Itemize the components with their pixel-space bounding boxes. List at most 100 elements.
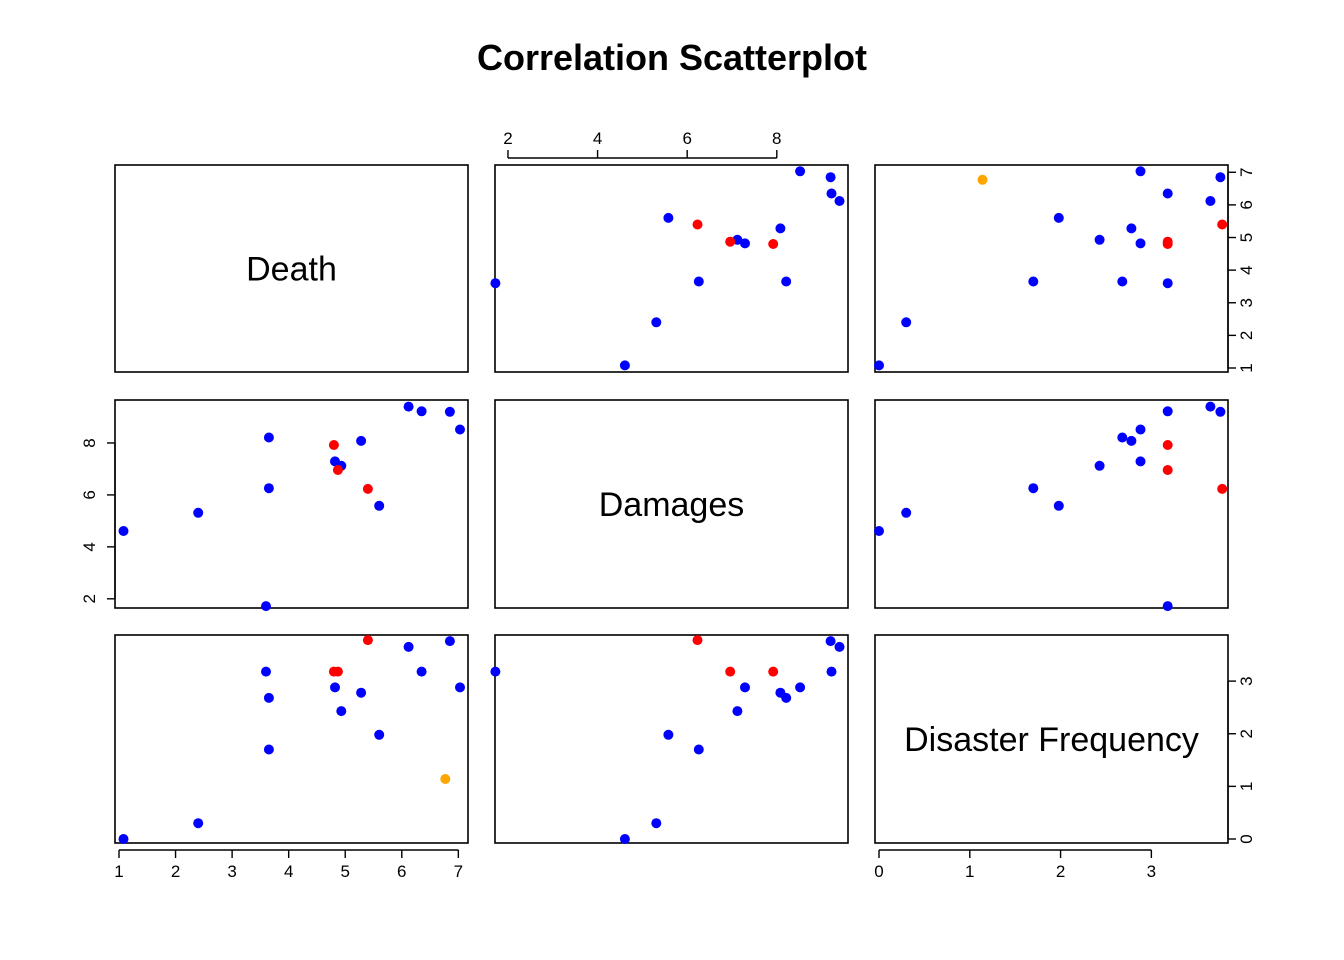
data-point-damages-vs-disaster-frequency — [725, 666, 736, 677]
data-point-disaster-frequency-vs-death — [1217, 219, 1228, 230]
y-tick-label: 2 — [1237, 729, 1256, 738]
data-point-death-vs-damages — [362, 483, 373, 494]
x-tick-label: 8 — [772, 129, 781, 148]
data-point-disaster-frequency-vs-damages — [1053, 500, 1064, 511]
y-tick-label: 3 — [1237, 298, 1256, 307]
data-point-damages-vs-disaster-frequency — [834, 641, 845, 652]
data-point-death-vs-disaster-frequency — [336, 706, 347, 717]
data-point-disaster-frequency-vs-damages — [1135, 424, 1146, 435]
y-tick-label: 5 — [1237, 233, 1256, 242]
data-point-death-vs-disaster-frequency — [193, 818, 204, 829]
data-point-damages-vs-disaster-frequency — [740, 682, 750, 693]
panel-disaster-frequency-vs-death — [114, 634, 469, 844]
data-point-death-vs-damages — [328, 440, 339, 450]
x-tick-label: 1 — [965, 862, 974, 881]
data-point-damages-vs-disaster-frequency — [619, 834, 630, 844]
data-point-disaster-frequency-vs-death — [1135, 238, 1146, 249]
data-point-death-vs-disaster-frequency — [440, 774, 451, 784]
data-point-death-vs-damages — [416, 406, 427, 417]
data-point-damages-vs-death — [781, 276, 792, 287]
data-point-disaster-frequency-vs-death — [1117, 276, 1128, 287]
data-point-disaster-frequency-vs-death — [1053, 212, 1064, 223]
data-point-damages-vs-disaster-frequency — [768, 666, 779, 677]
data-point-damages-vs-death — [775, 223, 786, 234]
data-point-disaster-frequency-vs-death — [1162, 188, 1173, 199]
x-tick-label: 4 — [284, 862, 293, 881]
y-tick-label: 4 — [80, 542, 99, 551]
data-point-death-vs-damages — [118, 526, 129, 536]
panel-damages-vs-death — [114, 399, 469, 609]
panels-layer: Death Damages Disaster Frequency — [114, 164, 1229, 844]
y-tick-label: 1 — [1237, 782, 1256, 791]
data-point-damages-vs-disaster-frequency — [795, 682, 806, 693]
panel-death-vs-damages — [494, 164, 849, 373]
x-tick-label: 0 — [874, 862, 883, 881]
panel-damages-vs-damages — [494, 399, 849, 609]
data-point-disaster-frequency-vs-damages — [1215, 406, 1226, 417]
data-point-disaster-frequency-vs-death — [1162, 278, 1173, 289]
x-tick-label: 7 — [454, 862, 463, 881]
diagonal-label-disaster-frequency: Disaster Frequency — [904, 721, 1199, 759]
data-point-disaster-frequency-vs-damages — [1117, 432, 1128, 443]
data-point-damages-vs-disaster-frequency — [692, 635, 703, 646]
x-tick-label: 2 — [503, 129, 512, 148]
data-point-disaster-frequency-vs-damages — [1217, 483, 1228, 494]
data-point-disaster-frequency-vs-death — [901, 317, 912, 328]
data-point-death-vs-damages — [403, 401, 414, 412]
data-point-damages-vs-death — [725, 236, 736, 247]
data-point-death-vs-disaster-frequency — [263, 744, 274, 755]
data-point-death-vs-damages — [444, 406, 455, 417]
data-point-disaster-frequency-vs-death — [874, 360, 884, 371]
y-tick-label: 6 — [1237, 200, 1256, 209]
panel-disaster-frequency-vs-damages — [494, 634, 849, 844]
data-point-damages-vs-disaster-frequency — [825, 636, 836, 647]
y-tick-label: 2 — [1237, 331, 1256, 340]
x-tick-label: 3 — [1147, 862, 1156, 881]
data-point-death-vs-damages — [455, 424, 465, 435]
data-point-damages-vs-disaster-frequency — [651, 818, 662, 829]
data-point-damages-vs-disaster-frequency — [693, 744, 704, 755]
data-point-damages-vs-death — [825, 172, 836, 183]
chart-title: Correlation Scatterplot — [477, 37, 867, 78]
y-tick-label: 8 — [80, 438, 99, 447]
data-point-disaster-frequency-vs-damages — [1094, 460, 1105, 471]
data-point-damages-vs-disaster-frequency — [490, 666, 501, 677]
data-point-disaster-frequency-vs-damages — [1135, 456, 1146, 467]
data-point-disaster-frequency-vs-damages — [901, 507, 912, 518]
data-point-disaster-frequency-vs-death — [1126, 223, 1137, 234]
data-point-death-vs-disaster-frequency — [374, 729, 385, 740]
data-point-death-vs-disaster-frequency — [362, 635, 373, 646]
y-tick-label: 6 — [80, 490, 99, 499]
data-point-damages-vs-death — [490, 278, 501, 289]
data-point-death-vs-disaster-frequency — [444, 636, 455, 647]
y-tick-label: 7 — [1237, 168, 1256, 177]
data-point-disaster-frequency-vs-damages — [1162, 406, 1173, 417]
data-point-death-vs-damages — [374, 500, 385, 511]
data-point-death-vs-disaster-frequency — [356, 687, 367, 698]
x-tick-label: 3 — [227, 862, 236, 881]
data-point-damages-vs-death — [692, 219, 703, 230]
data-point-disaster-frequency-vs-damages — [1162, 601, 1173, 612]
data-point-damages-vs-death — [768, 239, 779, 249]
panel-death-vs-death — [114, 164, 469, 373]
data-point-damages-vs-disaster-frequency — [826, 666, 837, 677]
x-tick-label: 2 — [1056, 862, 1065, 881]
data-point-death-vs-disaster-frequency — [263, 692, 274, 703]
data-point-disaster-frequency-vs-death — [1162, 236, 1173, 247]
x-tick-label: 2 — [171, 862, 180, 881]
data-point-disaster-frequency-vs-death — [1028, 276, 1039, 287]
data-point-damages-vs-death — [663, 212, 674, 223]
x-tick-label: 1 — [114, 862, 123, 881]
data-point-death-vs-disaster-frequency — [330, 682, 340, 693]
diagonal-label-damages: Damages — [599, 486, 745, 524]
data-point-damages-vs-disaster-frequency — [663, 729, 674, 740]
y-tick-label: 2 — [80, 594, 99, 603]
x-tick-label: 6 — [397, 862, 406, 881]
data-point-disaster-frequency-vs-death — [1094, 234, 1105, 245]
data-point-disaster-frequency-vs-death — [1135, 166, 1146, 177]
data-point-damages-vs-death — [693, 276, 704, 287]
data-point-death-vs-damages — [193, 507, 204, 518]
data-point-damages-vs-disaster-frequency — [775, 687, 786, 698]
x-tick-label: 5 — [340, 862, 349, 881]
